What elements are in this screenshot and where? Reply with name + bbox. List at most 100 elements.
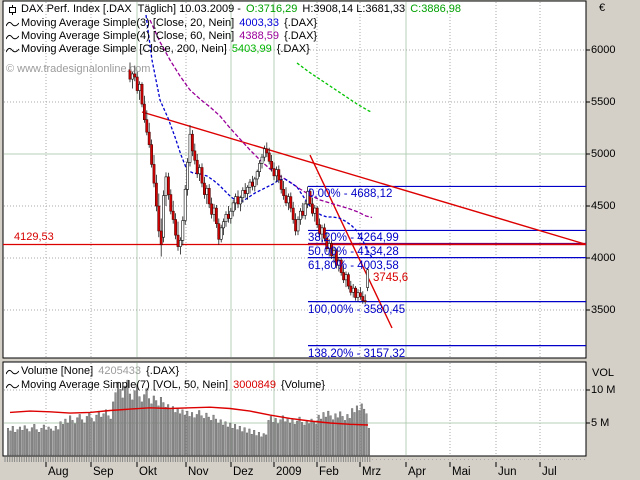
- currency-axis-label: €: [599, 2, 606, 14]
- ma20-label: Moving Average Simple(3) [Close, 20, Nei…: [21, 17, 238, 29]
- volume-ma-line[interactable]: [9, 406, 369, 426]
- volume-bar: [245, 432, 248, 456]
- candle-body: [195, 159, 199, 175]
- volume-bar: [353, 412, 356, 456]
- volume-bar: [257, 432, 260, 456]
- candle-body: [301, 210, 305, 216]
- month-label: Sep: [93, 466, 114, 478]
- volume-bar: [348, 418, 351, 456]
- volume-bar: [365, 413, 368, 456]
- month-label: Apr: [408, 466, 426, 478]
- volume-bar: [171, 406, 174, 456]
- candle-body: [310, 203, 314, 214]
- volume-bar: [181, 409, 184, 456]
- legend-row-ma20[interactable]: Moving Average Simple(3) [Close, 20, Nei…: [6, 17, 317, 30]
- ma60-value: 4388,59: [239, 30, 280, 42]
- candle-body: [346, 274, 350, 287]
- volume-bar: [133, 390, 136, 456]
- candle-body: [135, 76, 139, 91]
- volume-bar: [35, 429, 38, 456]
- volume-bar: [140, 401, 143, 456]
- ma200-line[interactable]: [296, 62, 373, 113]
- ma60-symbol: {.DAX}: [281, 30, 318, 42]
- candle-body: [334, 250, 338, 266]
- volume-bar: [164, 406, 167, 456]
- volume-bar: [114, 392, 117, 456]
- fibonacci-label[interactable]: 61,80% - 4003,58: [308, 259, 399, 272]
- candle-body: [270, 160, 274, 169]
- volume-bar: [176, 408, 179, 456]
- volume-bar: [308, 423, 311, 456]
- volume-bar: [155, 400, 158, 456]
- volume-bar: [18, 426, 21, 456]
- volume-bar: [324, 416, 327, 456]
- volume-bar: [195, 414, 198, 456]
- volume-bar: [269, 416, 272, 456]
- volume-bar: [289, 422, 292, 456]
- ma20-value: 4003,33: [239, 17, 280, 29]
- candle-body: [193, 150, 197, 161]
- month-label: Jul: [542, 466, 557, 478]
- line-series-icon: [6, 383, 19, 388]
- fibonacci-label[interactable]: 100,00% - 3580,45: [308, 303, 406, 316]
- candle-body: [342, 272, 346, 281]
- volume-symbol: {.DAX}: [143, 365, 180, 377]
- legend-row-ma200[interactable]: Moving Average Simple [Close, 200, Nein]…: [6, 43, 310, 56]
- legend-row-volma[interactable]: Moving Average Simple(7) [VOL, 50, Nein]…: [6, 379, 325, 392]
- volume-bar: [303, 424, 306, 456]
- candle-body: [291, 207, 295, 220]
- volume-bar: [14, 432, 17, 456]
- candle-body: [140, 84, 144, 105]
- open-value: O:3716,29: [245, 3, 298, 15]
- candle-body: [236, 196, 240, 205]
- volume-bar: [188, 416, 191, 456]
- candle-body: [215, 207, 218, 224]
- volume-bar: [64, 418, 67, 456]
- candle-body: [239, 197, 242, 205]
- volume-bar: [274, 418, 277, 456]
- volume-bar: [238, 426, 241, 456]
- volume-bar: [293, 424, 296, 456]
- volume-bar: [329, 415, 332, 456]
- ma200-value: 5403,99: [231, 43, 272, 55]
- candle-body: [231, 202, 235, 212]
- volume-bar: [186, 410, 189, 456]
- ma60-line[interactable]: [149, 19, 373, 219]
- candle-body: [241, 190, 245, 198]
- volume-bar: [210, 420, 213, 456]
- price-axis-label: 6000: [591, 44, 616, 56]
- volume-bar: [145, 388, 148, 456]
- legend-row-volume[interactable]: Volume [None] 4205433 {.DAX}: [6, 365, 179, 378]
- candle-body: [198, 167, 202, 175]
- trendline-price-label[interactable]: 3745,6: [373, 272, 409, 284]
- volume-bar: [143, 394, 146, 456]
- legend-row-ma60[interactable]: Moving Average Simple(4) [Close, 60, Nei…: [6, 30, 317, 43]
- candle-body: [191, 133, 194, 152]
- volume-bar: [205, 412, 208, 456]
- volume-bar: [332, 419, 335, 456]
- candle-body: [315, 207, 319, 226]
- fibonacci-label[interactable]: 0,00% - 4688,12: [308, 188, 393, 201]
- candle-icon: [9, 4, 16, 15]
- volume-bar: [150, 403, 153, 456]
- trendline[interactable]: [141, 111, 587, 246]
- volume-bar: [167, 404, 170, 456]
- fibonacci-label[interactable]: 138,20% - 3157,32: [308, 347, 406, 360]
- horizontal-level-label[interactable]: 4129,53: [14, 231, 54, 243]
- volume-bar: [198, 410, 201, 456]
- fibonacci-label[interactable]: 50,00% - 4134,28: [308, 246, 399, 259]
- trendline[interactable]: [309, 154, 393, 329]
- price-panel[interactable]: [2, 0, 587, 359]
- volume-bar: [21, 430, 24, 456]
- volume-bar: [312, 421, 315, 456]
- volume-axis-title: VOL: [592, 367, 615, 379]
- fibonacci-label[interactable]: 38,20% - 4264,99: [308, 232, 399, 245]
- volume-bar: [59, 421, 62, 456]
- volume-bar: [250, 434, 253, 456]
- volume-bar: [90, 418, 93, 456]
- candle-body: [251, 181, 254, 187]
- volume-bar: [265, 434, 268, 456]
- legend-row-dax[interactable]: DAX Perf. Index [.DAX Täglich] 10.03.200…: [6, 3, 461, 16]
- volume-bar: [315, 424, 318, 456]
